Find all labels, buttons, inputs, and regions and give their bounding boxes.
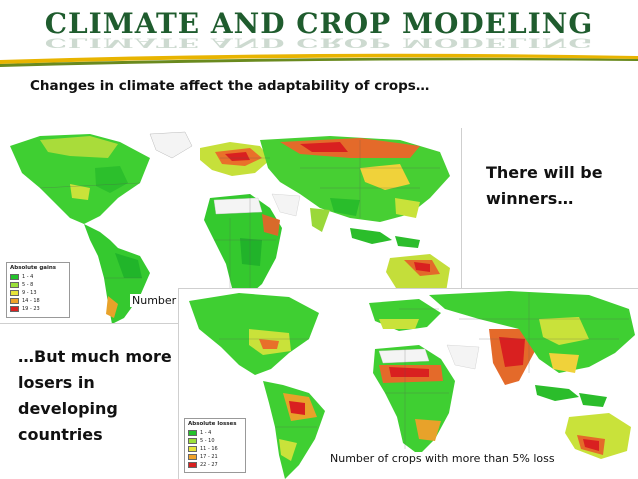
- legend-swatch: [188, 430, 197, 436]
- gains-legend-row: 1 - 4: [10, 273, 66, 281]
- legend-swatch: [10, 290, 19, 296]
- legend-label: 14 - 18: [22, 298, 40, 304]
- losses-legend-row: 1 - 4: [188, 429, 242, 437]
- losses-legend-row: 5 - 10: [188, 437, 242, 445]
- losses-legend: Absolute losses 1 - 4 5 - 10 11 - 16 17 …: [184, 418, 246, 473]
- gains-legend-row: 5 - 8: [10, 281, 66, 289]
- legend-swatch: [188, 462, 197, 468]
- legend-label: 5 - 10: [200, 438, 215, 444]
- losses-legend-row: 22 - 27: [188, 461, 242, 469]
- legend-label: 19 - 23: [22, 306, 40, 312]
- gains-legend-title: Absolute gains: [10, 265, 57, 271]
- legend-label: 1 - 4: [200, 430, 212, 436]
- losses-legend-row: 17 - 21: [188, 453, 242, 461]
- legend-label: 1 - 4: [22, 274, 34, 280]
- legend-swatch: [10, 274, 19, 280]
- legend-swatch: [10, 282, 19, 288]
- losses-world-map: [179, 289, 638, 479]
- losses-caption: Number of crops with more than 5% loss: [328, 452, 557, 465]
- losses-legend-row: 11 - 16: [188, 445, 242, 453]
- legend-label: 22 - 27: [200, 462, 218, 468]
- subtitle: Changes in climate affect the adaptabili…: [30, 78, 430, 94]
- legend-swatch: [188, 438, 197, 444]
- title-area: CLIMATE AND CROP MODELING CLIMATE AND CR…: [0, 0, 638, 67]
- legend-label: 5 - 8: [22, 282, 34, 288]
- gains-legend-row: 9 - 13: [10, 289, 66, 297]
- gains-legend: Absolute gains 1 - 4 5 - 8 9 - 13 14 - 1…: [6, 262, 70, 318]
- slide-title: CLIMATE AND CROP MODELING: [44, 7, 594, 40]
- legend-swatch: [10, 298, 19, 304]
- gains-legend-row: 19 - 23: [10, 305, 66, 313]
- winners-text: There will be winners…: [486, 163, 603, 208]
- legend-swatch: [10, 306, 19, 312]
- legend-swatch: [188, 446, 197, 452]
- losses-map: [178, 288, 638, 479]
- gains-legend-row: 14 - 18: [10, 297, 66, 305]
- title-swoosh: [0, 53, 638, 67]
- legend-label: 11 - 16: [200, 446, 218, 452]
- legend-swatch: [188, 454, 197, 460]
- losses-legend-title: Absolute losses: [188, 421, 237, 427]
- legend-label: 17 - 21: [200, 454, 218, 460]
- losers-text: …But much more losers in developing coun…: [18, 347, 172, 444]
- legend-label: 9 - 13: [22, 290, 37, 296]
